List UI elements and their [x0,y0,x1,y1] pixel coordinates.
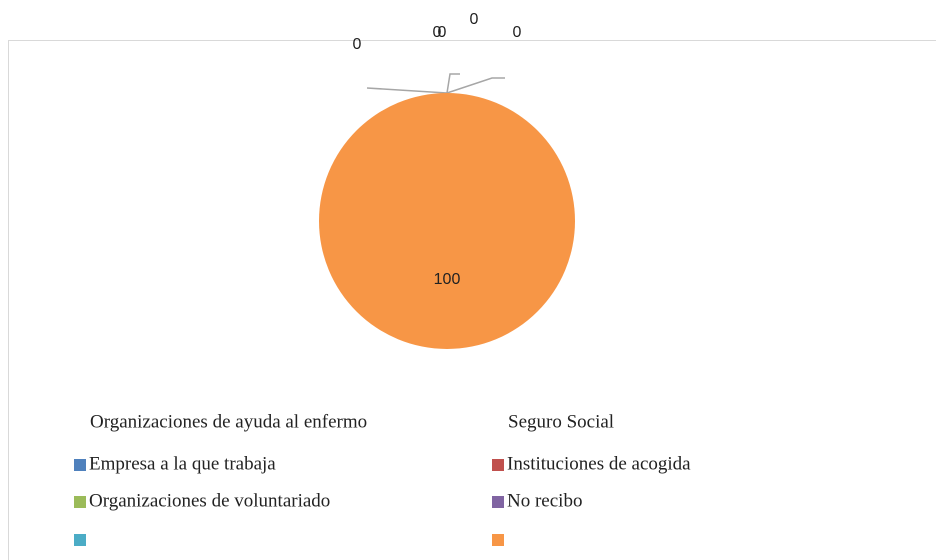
data-label: 100 [434,271,461,288]
leader-line [446,77,505,94]
legend-label: No recibo [507,490,582,511]
legend-swatch [492,534,504,546]
legend-label: Seguro Social [508,411,614,432]
legend-swatch [492,496,504,508]
data-label: 0 [470,11,479,28]
data-label: 0 [513,24,522,41]
legend-label: Organizaciones de voluntariado [89,490,330,511]
data-label: 0 [438,24,447,41]
data-label: 0 [433,24,442,41]
legend-swatch [74,534,86,546]
pie-slice [319,93,575,349]
legend-label: Empresa a la que trabaja [89,453,276,474]
legend-swatch [74,496,86,508]
leader-line [446,73,460,94]
legend-label: Organizaciones de ayuda al enfermo [90,411,367,432]
legend-swatch [492,459,504,471]
legend-label: Instituciones de acogida [507,453,691,474]
data-label: 0 [353,36,362,53]
leader-line [366,87,448,94]
legend-swatch [74,459,86,471]
